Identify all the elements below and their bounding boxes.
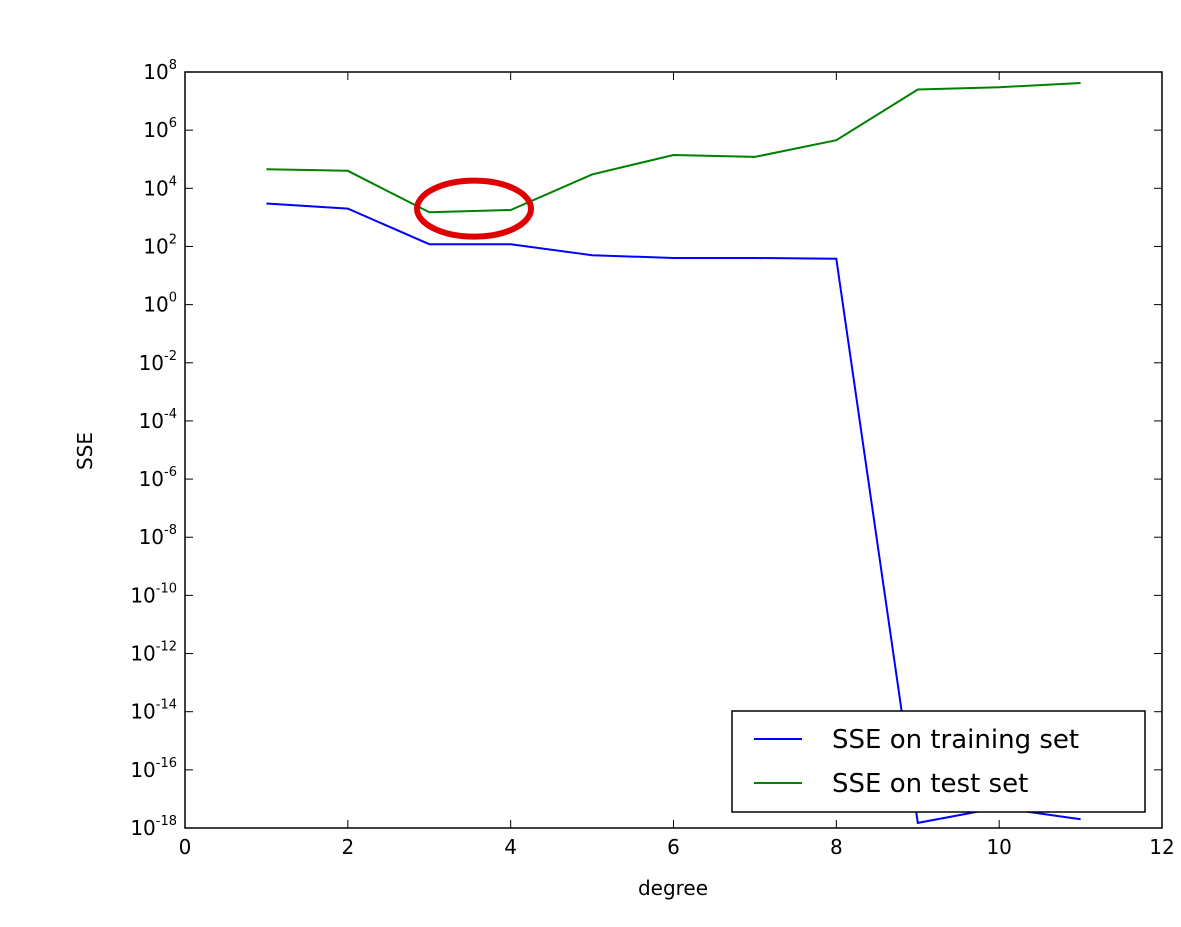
tick-layer: 0 2 4 6 8 10 12 108 106 104 102 100 10-2 10-4 10-6 10-8… (130, 58, 1174, 859)
y-tick-label: 10-14 (130, 698, 177, 724)
x-tick-label: 0 (179, 835, 192, 859)
legend-box (731, 710, 1146, 813)
legend-label: SSE on training set (832, 725, 1079, 755)
y-tick-label: 10-8 (139, 523, 177, 549)
y-tick-label: 104 (143, 174, 177, 200)
plot-layer (266, 82, 1081, 825)
x-tick-label: 6 (667, 835, 680, 859)
x-tick-label: 2 (341, 835, 354, 859)
x-tick-label: 8 (830, 835, 843, 859)
y-tick-label: 10-10 (130, 581, 177, 607)
y-tick-label: 10-18 (130, 814, 177, 840)
y-tick-label: 10-2 (139, 349, 177, 375)
y-tick-label: 10-16 (130, 756, 177, 782)
y-tick-label: 106 (143, 116, 177, 142)
y-tick-label: 100 (143, 291, 177, 317)
x-tick-label: 4 (504, 835, 517, 859)
y-tick-label: 10-6 (139, 465, 177, 491)
series-line-test (266, 82, 1081, 214)
x-axis-label: degree (638, 876, 708, 900)
x-tick-label: 12 (1149, 835, 1174, 859)
series-line-training (266, 202, 1081, 825)
y-tick-label: 102 (143, 232, 177, 258)
legend-label: SSE on test set (832, 769, 1028, 799)
x-tick-label: 10 (986, 835, 1011, 859)
y-tick-label: 10-4 (139, 407, 177, 433)
y-axis-label: SSE (73, 432, 97, 470)
annotation-layer (414, 177, 535, 240)
y-tick-label: 108 (143, 58, 177, 84)
legend: SSE on training set SSE on test set (731, 710, 1146, 813)
y-tick-label: 10-12 (130, 640, 177, 666)
highlight-ellipse (414, 177, 535, 240)
